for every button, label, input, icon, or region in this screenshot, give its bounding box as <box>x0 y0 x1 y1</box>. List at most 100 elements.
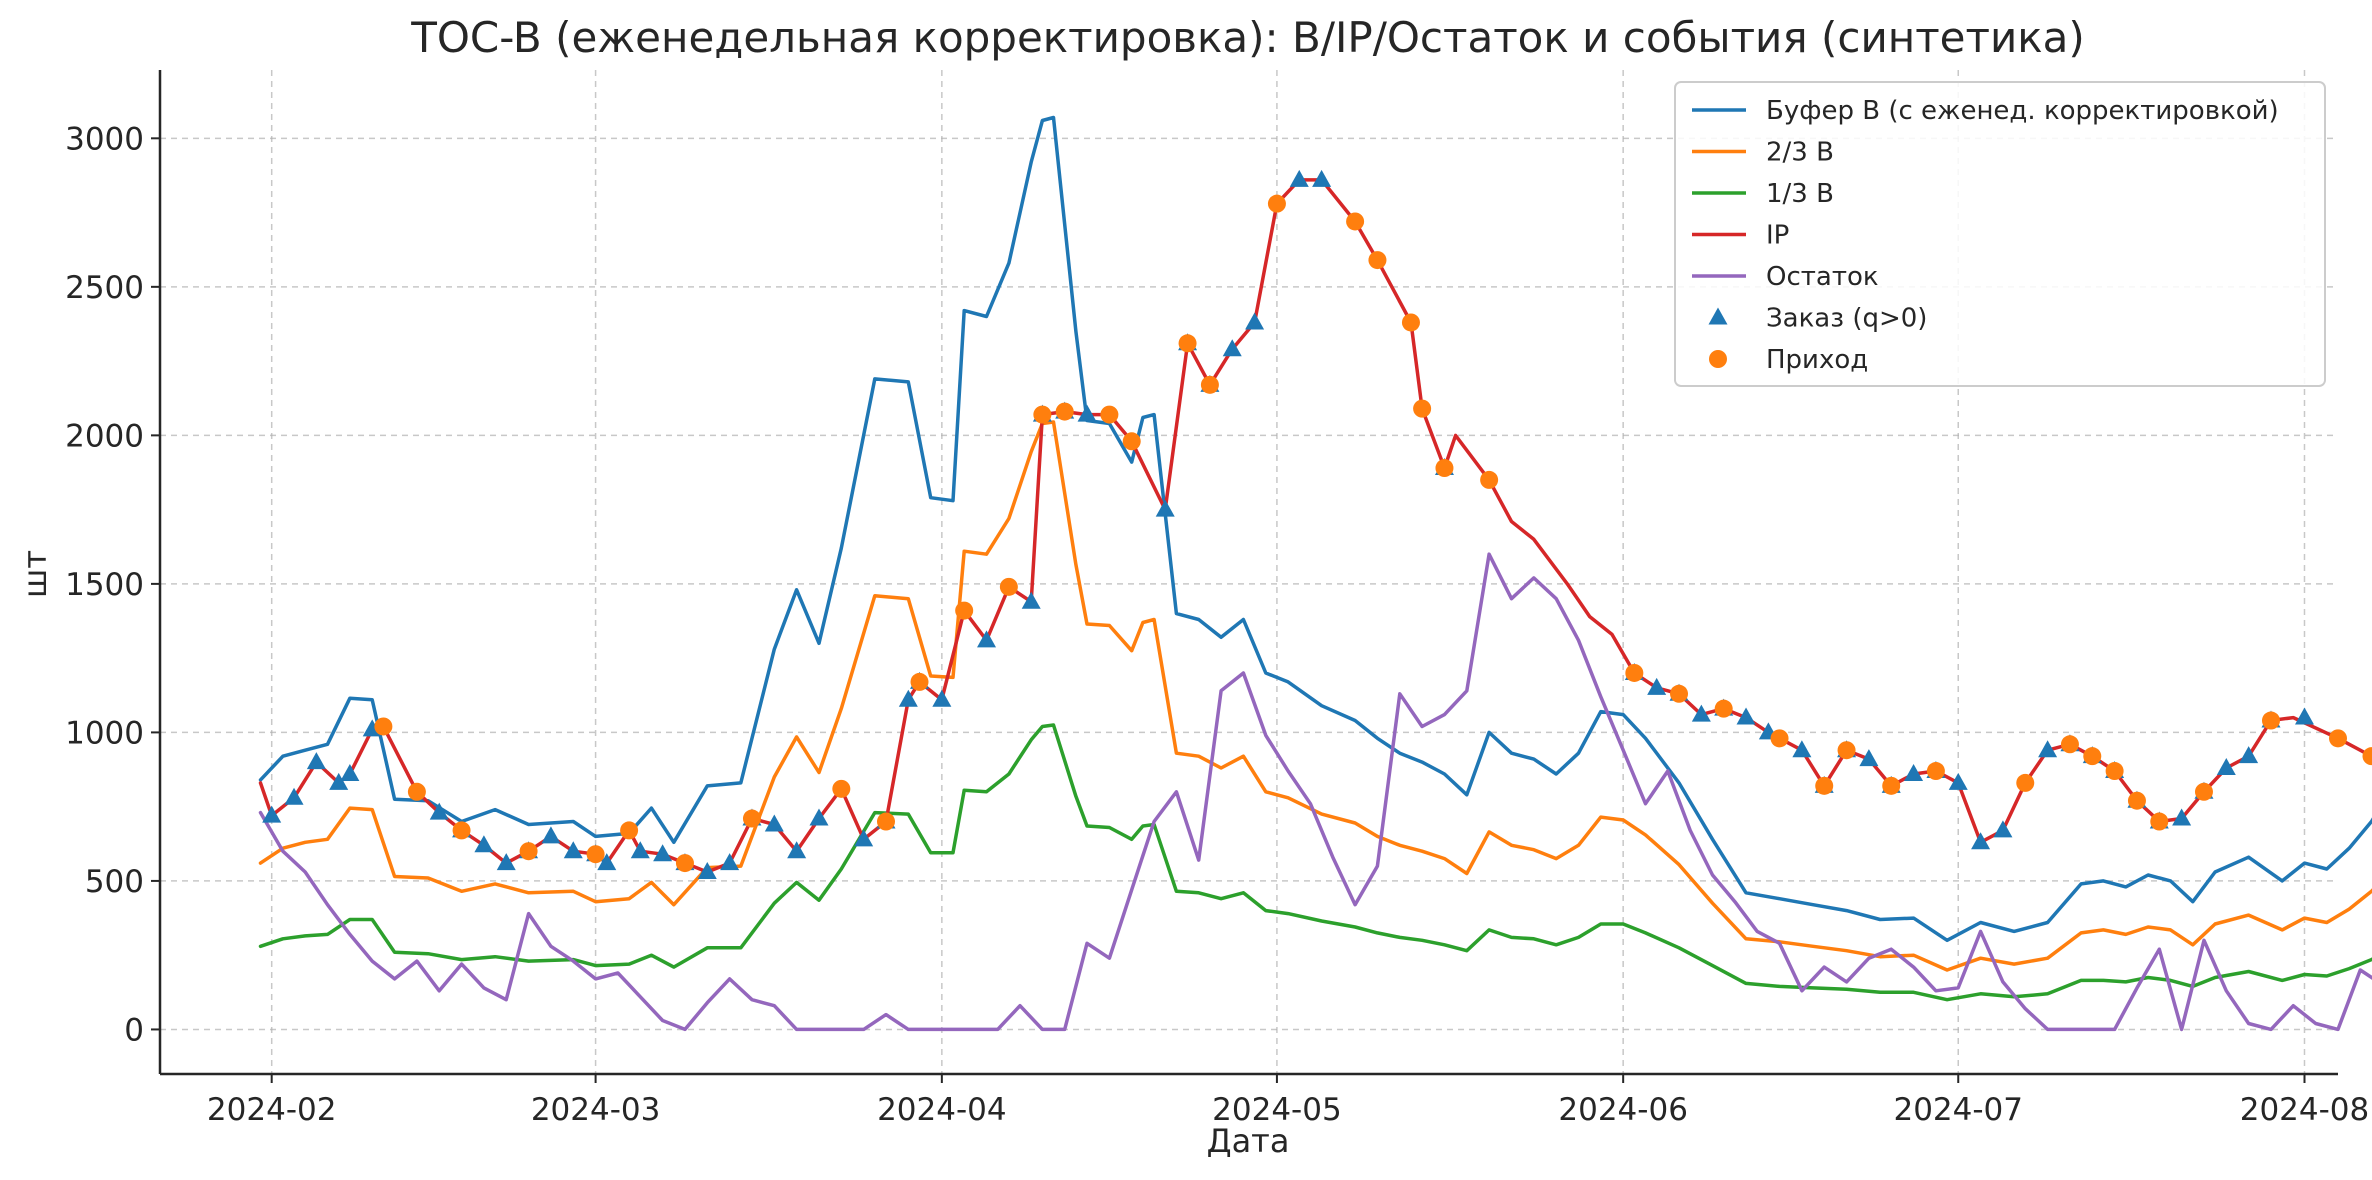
arrival-marker <box>1055 402 1074 421</box>
order-marker <box>1245 312 1265 330</box>
arrival-marker <box>1882 776 1901 795</box>
series-layer <box>258 115 2372 1032</box>
order-marker <box>2216 758 2236 776</box>
y-tick-label: 2500 <box>65 270 144 306</box>
x-tick-label: 2024-02 <box>207 1092 337 1128</box>
order-marker <box>2038 740 2058 758</box>
order-marker <box>284 787 304 805</box>
arrival-marker <box>910 672 929 691</box>
series-line-2-3-b <box>258 420 2372 972</box>
order-marker <box>1993 820 2013 838</box>
order-marker <box>1021 591 1041 609</box>
arrival-marker <box>1926 762 1945 781</box>
order-marker <box>697 862 717 880</box>
legend-label-буфер-b-с-еженед-корректировкой: Буфер B (с еженед. корректировкой) <box>1766 96 2279 126</box>
series-остаток <box>258 552 2372 1032</box>
arrival-marker <box>407 782 426 801</box>
arrival-marker <box>1267 194 1286 213</box>
order-marker <box>898 689 918 707</box>
order-marker <box>429 802 449 820</box>
arrival-marker <box>2105 762 2124 781</box>
arrival-marker <box>2261 711 2280 730</box>
order-marker <box>1792 740 1812 758</box>
arrival-marker <box>2362 747 2372 766</box>
x-tick-label: 2024-06 <box>1558 1092 1688 1128</box>
arrival-marker <box>877 812 895 831</box>
order-marker <box>1948 772 1968 790</box>
order-marker <box>2239 746 2259 764</box>
series-1-3-b <box>258 723 2372 1002</box>
series-приход <box>374 194 2372 873</box>
arrival-marker <box>742 809 761 828</box>
order-marker <box>932 689 952 707</box>
x-tick-label: 2024-03 <box>531 1092 661 1128</box>
y-tick-label: 2000 <box>65 418 144 454</box>
order-marker <box>1904 763 1924 781</box>
arrival-marker <box>955 601 974 620</box>
axes-layer <box>158 70 2338 1076</box>
arrival-marker <box>2060 735 2079 754</box>
order-marker <box>340 763 360 781</box>
arrival-marker <box>1200 375 1219 394</box>
x-tick-label: 2024-08 <box>2240 1092 2370 1128</box>
arrival-marker <box>2083 747 2102 766</box>
x-tick-label: 2024-04 <box>877 1092 1007 1128</box>
order-marker <box>1077 404 1097 422</box>
order-marker <box>977 630 997 648</box>
order-marker <box>2294 707 2314 725</box>
series-2-3-b <box>258 420 2372 972</box>
arrival-marker <box>1178 334 1197 353</box>
arrival-marker <box>2194 782 2213 801</box>
order-marker <box>474 835 494 853</box>
series-line-буфер-b-с-еженед-корректировкой <box>258 115 2372 943</box>
legend-label-2-3-b: 2/3 B <box>1766 138 1834 168</box>
x-tick-label: 2024-07 <box>1893 1092 2023 1128</box>
order-marker <box>630 841 650 859</box>
series-буфер-b-с-еженед-корректировкой <box>258 115 2372 943</box>
arrival-marker <box>1413 399 1432 418</box>
legend-items: Буфер B (с еженед. корректировкой) 2/3 B 1… <box>1692 96 2279 375</box>
arrival-marker <box>1122 432 1141 451</box>
arrival-marker <box>1714 699 1733 718</box>
order-marker <box>1859 749 1879 767</box>
arrival-marker <box>2127 791 2146 810</box>
order-marker <box>653 844 673 862</box>
order-marker <box>1736 707 1756 725</box>
x-axis-label: Дата <box>1207 1122 1290 1160</box>
y-axis-label: шт <box>16 550 54 598</box>
arrival-marker <box>2016 773 2035 792</box>
x-tick-label: 2024-05 <box>1212 1092 1342 1128</box>
arrival-marker <box>1815 776 1834 795</box>
series-line-1-3-b <box>258 723 2372 1002</box>
arrival-marker <box>620 821 639 840</box>
order-marker <box>496 853 516 871</box>
arrival-marker <box>2150 812 2169 831</box>
legend-label-ip: IP <box>1766 221 1789 251</box>
order-marker <box>262 805 282 823</box>
order-marker <box>541 826 561 844</box>
legend-label-остаток: Остаток <box>1766 262 1879 292</box>
order-marker <box>329 772 349 790</box>
arrival-marker <box>1346 212 1365 231</box>
chart-title: TOC-B (еженедельная корректировка): B/IP… <box>410 13 2085 62</box>
legend-swatch-приход <box>1709 350 1727 368</box>
order-marker <box>306 752 326 770</box>
arrival-marker <box>1033 405 1052 424</box>
arrival-marker <box>519 842 538 861</box>
order-marker <box>720 853 740 871</box>
order-marker <box>809 808 829 826</box>
arrival-marker <box>999 577 1018 596</box>
y-tick-label: 3000 <box>65 121 144 157</box>
y-tick-label: 500 <box>85 864 144 900</box>
order-marker <box>1691 704 1711 722</box>
arrival-marker <box>1368 251 1387 270</box>
arrival-marker <box>1401 313 1420 332</box>
arrival-marker <box>832 779 851 798</box>
y-tick-label: 0 <box>124 1012 144 1048</box>
order-marker <box>1971 832 1991 850</box>
order-marker <box>1647 677 1667 695</box>
order-marker <box>1155 499 1175 517</box>
arrival-marker <box>1670 684 1689 703</box>
arrival-marker <box>452 821 471 840</box>
